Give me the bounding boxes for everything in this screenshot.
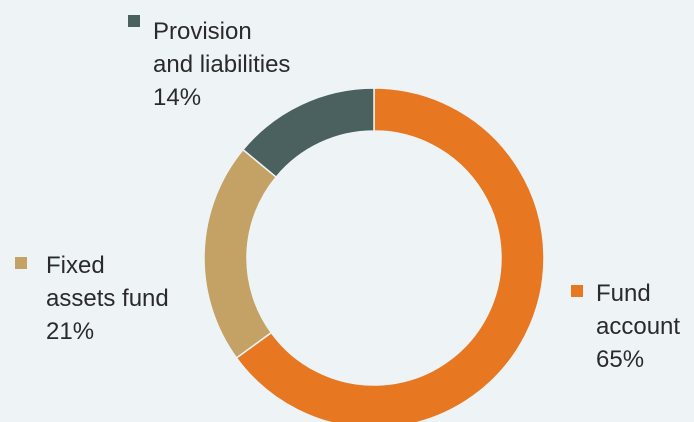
slice-fixed-assets <box>203 148 278 359</box>
label-fixed-assets: Fixed assets fund 21% <box>46 249 169 348</box>
legend-marker-fund-account <box>571 285 583 297</box>
label-fund-account-value: 65% <box>596 346 645 373</box>
label-fund-account-line1: Fund <box>596 280 651 307</box>
legend-marker-provision <box>128 15 140 27</box>
label-fixed-assets-line1: Fixed <box>46 252 105 279</box>
label-fixed-assets-value: 21% <box>46 318 95 345</box>
legend-marker-fixed-assets <box>15 257 27 269</box>
label-provision-value: 14% <box>153 84 202 111</box>
label-fixed-assets-line2: assets fund <box>46 285 169 312</box>
slice-fund-account <box>235 87 545 422</box>
slice-provision <box>241 87 375 179</box>
label-provision-line2: and liabilities <box>153 51 291 78</box>
label-fund-account: Fund account 65% <box>596 277 680 376</box>
label-provision: Provision and liabilities 14% <box>153 15 290 114</box>
label-fund-account-line2: account <box>596 313 681 340</box>
label-provision-line1: Provision <box>153 18 252 45</box>
